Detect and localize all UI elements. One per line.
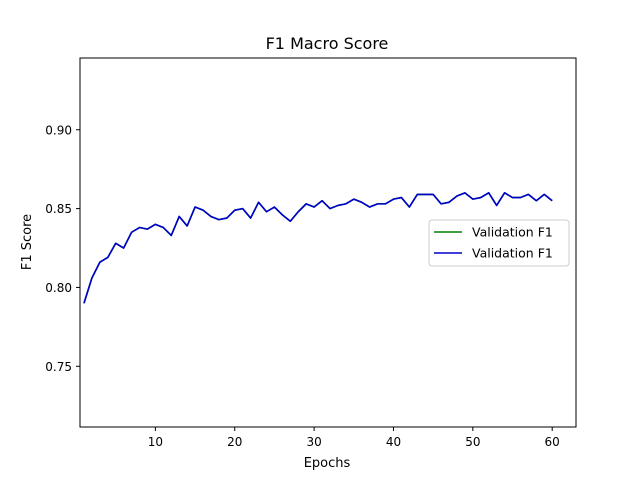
legend-label-0: Validation F1 [472, 225, 553, 240]
x-axis-label: Epochs [304, 456, 351, 471]
y-tick-label: 0.85 [45, 202, 72, 216]
x-tick-label: 10 [148, 435, 163, 449]
plot-area: 10 20 30 40 50 60 0.75 0.80 0.85 0.90 [45, 57, 577, 449]
y-tick-label: 0.90 [45, 123, 72, 137]
x-tick-label: 50 [465, 435, 480, 449]
legend-label-1: Validation F1 [472, 246, 553, 261]
y-tick-label: 0.80 [45, 281, 72, 295]
x-tick-label: 20 [227, 435, 242, 449]
legend: Validation F1 Validation F1 [428, 219, 570, 267]
axes-frame [79, 57, 577, 428]
series-line-1 [83, 192, 553, 304]
legend-box [428, 219, 570, 267]
y-axis-label: F1 Score [20, 214, 35, 270]
x-tick-label: 40 [386, 435, 401, 449]
y-tick-label: 0.75 [45, 360, 72, 374]
x-tick-label: 30 [306, 435, 321, 449]
chart-title: F1 Macro Score [266, 34, 389, 53]
x-tick-label: 60 [545, 435, 560, 449]
